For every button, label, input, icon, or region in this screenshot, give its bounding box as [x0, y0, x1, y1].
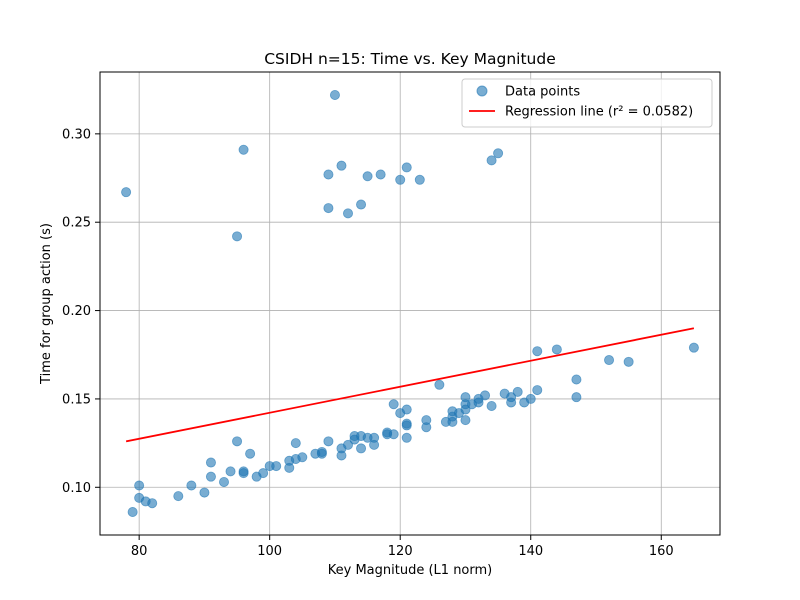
- data-point: [342, 439, 353, 450]
- x-tick-label: 80: [131, 544, 148, 559]
- data-point: [225, 466, 236, 477]
- y-tick-label: 0.20: [62, 304, 91, 319]
- data-point: [271, 461, 282, 472]
- data-point: [401, 404, 412, 415]
- data-point: [147, 498, 158, 509]
- data-point: [571, 374, 582, 385]
- data-point: [532, 385, 543, 396]
- data-point: [525, 393, 536, 404]
- data-point: [329, 89, 340, 100]
- data-point: [336, 160, 347, 171]
- data-point: [551, 344, 562, 355]
- data-point: [290, 438, 301, 449]
- data-point: [604, 355, 615, 366]
- data-point: [245, 448, 256, 459]
- data-point: [388, 399, 399, 410]
- data-point: [506, 397, 517, 408]
- data-point: [232, 231, 243, 242]
- y-axis-label: Time for group action (s): [39, 223, 54, 385]
- data-point: [401, 420, 412, 431]
- legend-box: [461, 78, 713, 128]
- data-point: [205, 471, 216, 482]
- data-point: [493, 148, 504, 159]
- legend-label-regression-line: Regression line (r² = 0.0582): [505, 105, 693, 120]
- data-point: [532, 346, 543, 357]
- data-point: [342, 208, 353, 219]
- data-point: [388, 429, 399, 440]
- x-tick-label: 120: [388, 544, 413, 559]
- data-point: [205, 457, 216, 468]
- grid-lines: [100, 72, 720, 535]
- data-point: [486, 400, 497, 411]
- data-point: [316, 448, 327, 459]
- legend: Data points Regression line (r² = 0.0582…: [461, 78, 713, 128]
- data-point: [512, 386, 523, 397]
- data-point: [480, 390, 491, 401]
- data-point: [284, 462, 295, 473]
- data-point: [134, 480, 145, 491]
- data-point: [218, 476, 229, 487]
- data-point: [238, 468, 249, 479]
- data-point: [238, 144, 249, 155]
- data-point: [473, 397, 484, 408]
- data-point: [186, 480, 197, 491]
- y-tick-label: 0.15: [62, 392, 91, 407]
- data-point: [323, 203, 334, 214]
- data-point: [199, 487, 210, 498]
- data-point: [297, 452, 308, 463]
- chart-title: CSIDH n=15: Time vs. Key Magnitude: [264, 50, 556, 68]
- data-point: [369, 439, 380, 450]
- data-point: [421, 422, 432, 433]
- plot-area: [121, 89, 699, 518]
- legend-label-data-points: Data points: [505, 85, 580, 100]
- data-point: [127, 507, 138, 518]
- data-point: [323, 169, 334, 180]
- data-point: [232, 436, 243, 447]
- data-point: [362, 171, 373, 182]
- data-point: [356, 443, 367, 454]
- y-tick-label: 0.25: [62, 216, 91, 231]
- regression-line: [125, 327, 695, 443]
- legend-marker-data-points: [476, 85, 488, 97]
- data-point: [486, 155, 497, 166]
- data-point: [258, 468, 269, 479]
- x-axis-label: Key Magnitude (L1 norm): [328, 563, 492, 578]
- x-tick-label: 140: [518, 544, 543, 559]
- data-point: [356, 199, 367, 210]
- data-point: [323, 436, 334, 447]
- y-tick-label: 0.30: [62, 127, 91, 142]
- data-point: [434, 379, 445, 390]
- data-point: [571, 392, 582, 403]
- data-point: [401, 162, 412, 173]
- data-point: [460, 415, 471, 426]
- data-point: [121, 187, 132, 198]
- data-point: [336, 450, 347, 461]
- data-point: [173, 491, 184, 502]
- data-point: [460, 404, 471, 415]
- axes-frame: [99, 71, 721, 536]
- data-point: [395, 174, 406, 185]
- data-point: [414, 174, 425, 185]
- x-tick-label: 160: [649, 544, 674, 559]
- data-point: [688, 342, 699, 353]
- y-tick-label: 0.10: [62, 481, 91, 496]
- data-point: [401, 432, 412, 443]
- axis-ticks: 80 100 120 140 160 0.10 0.15 0.20 0.25 0.30: [62, 127, 674, 559]
- data-point: [447, 416, 458, 427]
- x-tick-label: 100: [257, 544, 282, 559]
- data-point: [623, 356, 634, 367]
- data-point: [375, 169, 386, 180]
